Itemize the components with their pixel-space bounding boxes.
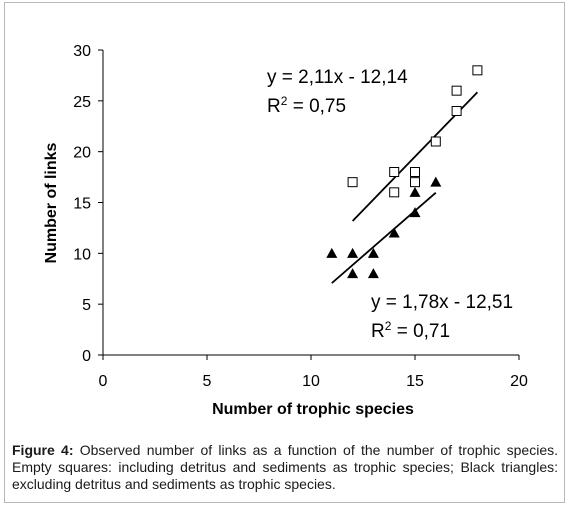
- triangle-point-7: [409, 186, 421, 197]
- x-axis-label: Number of trophic species: [212, 401, 414, 418]
- x-tick-label-1: 5: [203, 373, 212, 390]
- triangle-point-5: [388, 227, 400, 238]
- triangle-point-0: [326, 247, 338, 258]
- r-squared-exponent: 2: [385, 319, 392, 333]
- square-point-3: [410, 167, 420, 177]
- triangle-point-1: [347, 247, 359, 258]
- y-tick-label-5: 25: [73, 94, 91, 111]
- y-tick-label-6: 30: [73, 43, 91, 60]
- triangle-point-3: [367, 247, 379, 258]
- square-point-4: [410, 177, 420, 188]
- square-point-2: [389, 187, 400, 198]
- y-tick-label-1: 5: [82, 297, 91, 314]
- square-point-1: [389, 167, 400, 177]
- x-tick-label-0: 0: [99, 373, 108, 390]
- triangle-point-8: [430, 176, 442, 187]
- y-axis-label: Number of links: [43, 142, 60, 263]
- r-squared-exponent: 2: [281, 94, 288, 108]
- x-tick-label-3: 15: [406, 373, 424, 390]
- figure-frame: [4, 2, 565, 503]
- square-point-7: [451, 85, 462, 96]
- triangle-point-6: [409, 207, 421, 218]
- triangle-point-2: [347, 268, 359, 279]
- square-point-5: [430, 136, 441, 147]
- r-squared-1: R2 = 0,71: [371, 319, 450, 342]
- equation-1: y = 1,78x - 12,51: [371, 292, 513, 313]
- y-tick-label-3: 15: [73, 196, 91, 213]
- r-squared-value: = 0,71: [391, 321, 450, 342]
- caption-label: Figure 4:: [12, 442, 74, 458]
- axes: 0 5 10 15 20 25 30 0 5 10 15 20: [73, 43, 528, 390]
- r-squared-value: = 0,75: [287, 96, 346, 117]
- square-point-8: [472, 65, 483, 76]
- y-tick-label-4: 20: [73, 145, 91, 162]
- x-tick-label-2: 10: [302, 373, 320, 390]
- square-point-0: [347, 177, 358, 188]
- triangle-point-4: [367, 268, 379, 279]
- y-tick-label-2: 10: [73, 246, 91, 263]
- data-markers: [326, 65, 483, 279]
- r-squared-prefix: R: [267, 96, 281, 117]
- r-squared-prefix: R: [371, 321, 385, 342]
- equation-0: y = 2,11x - 12,14: [267, 67, 408, 88]
- r-squared-0: R2 = 0,75: [267, 94, 346, 117]
- trendline-1: [331, 191, 437, 284]
- square-point-6: [451, 106, 462, 116]
- figure-caption: Figure 4: Observed number of links as a …: [12, 442, 558, 493]
- x-tick-label-4: 20: [510, 373, 528, 390]
- caption-text: Observed number of links as a function o…: [12, 442, 558, 492]
- y-tick-label-0: 0: [82, 348, 91, 365]
